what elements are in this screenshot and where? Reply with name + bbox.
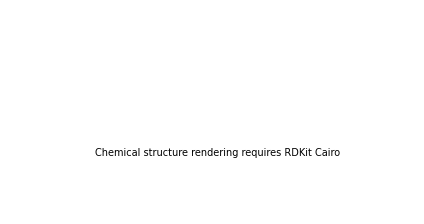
Text: Chemical structure rendering requires RDKit Cairo: Chemical structure rendering requires RD… — [95, 148, 340, 158]
